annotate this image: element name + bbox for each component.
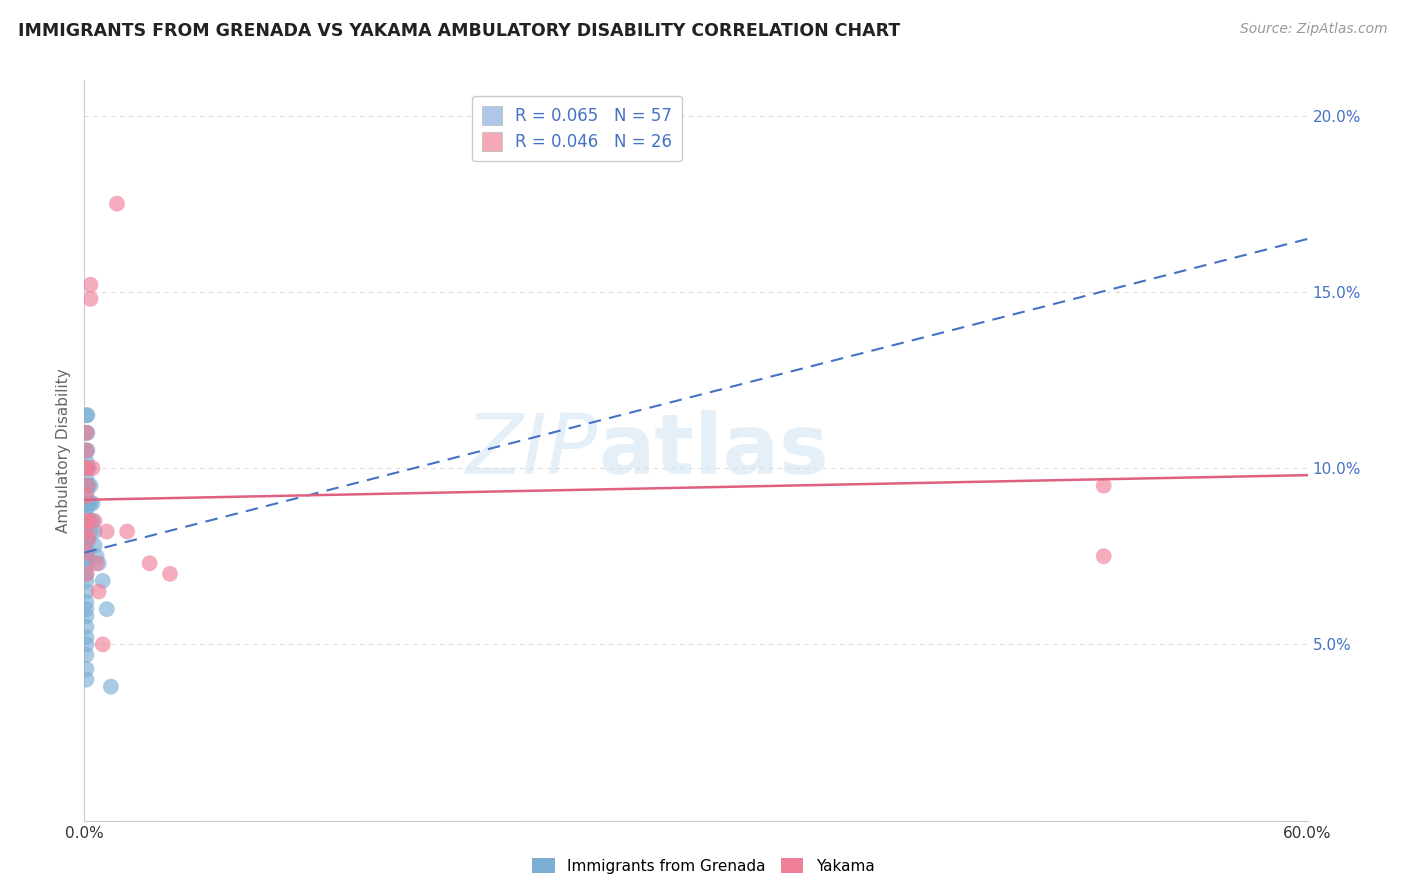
Point [76,443,98,458]
Point [77,532,100,546]
Text: IMMIGRANTS FROM GRENADA VS YAKAMA AMBULATORY DISABILITY CORRELATION CHART: IMMIGRANTS FROM GRENADA VS YAKAMA AMBULA… [18,22,900,40]
Point [76,496,98,510]
Point [75,566,97,581]
Point [75,553,97,567]
Point [75,510,97,524]
Point [77,532,100,546]
Point [86,549,108,564]
Point [79,524,101,539]
Point [75,574,97,588]
Point [96,602,118,616]
Point [75,503,97,517]
Point [75,662,97,676]
Point [75,620,97,634]
Point [75,496,97,510]
Point [75,425,97,440]
Point [76,532,98,546]
Point [87,584,110,599]
Point [1092,479,1115,493]
Point [75,595,97,609]
Point [77,514,100,528]
Point [75,454,97,468]
Text: Source: ZipAtlas.com: Source: ZipAtlas.com [1240,22,1388,37]
Point [105,196,128,211]
Point [75,609,97,624]
Point [79,292,101,306]
Point [75,584,97,599]
Point [75,489,97,503]
Point [77,479,100,493]
Point [76,408,98,422]
Point [86,556,108,570]
Point [75,517,97,532]
Point [82,461,104,475]
Point [75,461,97,475]
Point [75,546,97,560]
Point [75,524,97,539]
Point [1092,549,1115,564]
Point [75,532,97,546]
Point [76,479,98,493]
Point [75,673,97,687]
Point [76,461,98,475]
Text: atlas: atlas [598,410,830,491]
Point [75,443,97,458]
Point [75,648,97,662]
Legend: Immigrants from Grenada, Yakama: Immigrants from Grenada, Yakama [526,852,880,880]
Point [75,630,97,644]
Point [75,479,97,493]
Point [79,514,101,528]
Point [76,549,98,564]
Legend: R = 0.065   N = 57, R = 0.046   N = 26: R = 0.065 N = 57, R = 0.046 N = 26 [472,96,682,161]
Point [75,514,97,528]
Point [75,546,97,560]
Text: ZIP: ZIP [467,410,598,491]
Y-axis label: Ambulatory Disability: Ambulatory Disability [56,368,72,533]
Point [100,680,122,694]
Point [75,637,97,651]
Point [75,566,97,581]
Point [77,514,100,528]
Point [76,479,98,493]
Point [75,425,97,440]
Point [115,524,138,539]
Point [83,524,105,539]
Point [77,461,100,475]
Point [75,485,97,500]
Point [159,566,181,581]
Point [75,539,97,553]
Point [82,496,104,510]
Point [87,556,110,570]
Point [91,637,114,651]
Point [75,602,97,616]
Point [75,461,97,475]
Point [76,461,98,475]
Point [75,524,97,539]
Point [82,514,104,528]
Point [77,496,100,510]
Point [75,559,97,574]
Point [76,425,98,440]
Point [79,496,101,510]
Point [83,514,105,528]
Point [91,574,114,588]
Point [75,443,97,458]
Point [96,524,118,539]
Point [76,514,98,528]
Point [83,539,105,553]
Point [75,472,97,486]
Point [138,556,160,570]
Point [75,408,97,422]
Point [79,277,101,292]
Point [79,479,101,493]
